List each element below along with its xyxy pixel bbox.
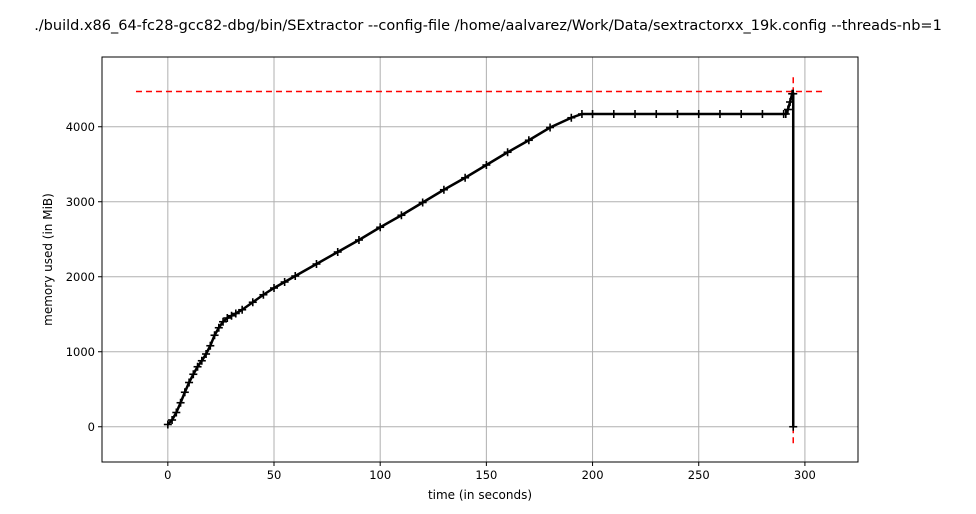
data-point bbox=[197, 356, 206, 365]
x-tick-label-100: 100 bbox=[369, 468, 391, 482]
data-point bbox=[248, 298, 257, 307]
data-point bbox=[503, 148, 512, 157]
y-tick-label-3000: 3000 bbox=[66, 195, 95, 209]
data-point bbox=[783, 105, 792, 114]
reference-lines bbox=[135, 74, 825, 444]
data-point bbox=[482, 161, 491, 169]
data-point bbox=[789, 89, 798, 98]
data-point bbox=[214, 323, 223, 332]
series-memory bbox=[163, 89, 798, 431]
data-point bbox=[673, 110, 682, 118]
data-point bbox=[238, 305, 247, 314]
data-point bbox=[524, 136, 533, 145]
data-point bbox=[609, 110, 618, 118]
data-point bbox=[219, 317, 228, 326]
data-point bbox=[270, 284, 279, 292]
data-point bbox=[210, 331, 219, 340]
chart-title: ./build.x86_64-fc28-gcc82-dbg/bin/SExtra… bbox=[34, 18, 942, 34]
x-tick-label-0: 0 bbox=[164, 468, 171, 482]
data-point bbox=[312, 260, 321, 268]
y-axis-label: memory used (in MiB) bbox=[41, 193, 55, 326]
data-point bbox=[185, 378, 194, 387]
data-point bbox=[168, 416, 177, 424]
x-tick-label-300: 300 bbox=[794, 468, 816, 482]
data-point bbox=[588, 110, 597, 118]
data-point bbox=[206, 341, 215, 350]
data-point bbox=[694, 110, 703, 118]
data-point bbox=[291, 272, 300, 280]
data-point bbox=[737, 110, 746, 118]
y-tick-label-0: 0 bbox=[88, 420, 95, 434]
data-point bbox=[786, 98, 795, 106]
data-point bbox=[259, 290, 268, 299]
series-line bbox=[166, 92, 795, 427]
data-point bbox=[715, 110, 724, 118]
data-point bbox=[163, 420, 172, 429]
data-point bbox=[180, 388, 189, 397]
data-point bbox=[781, 110, 790, 118]
data-point bbox=[546, 123, 555, 132]
data-point bbox=[631, 110, 640, 118]
data-point bbox=[439, 185, 448, 194]
data-point bbox=[567, 113, 576, 122]
data-point bbox=[223, 314, 232, 322]
y-tick-label-4000: 4000 bbox=[66, 120, 95, 134]
grid bbox=[102, 57, 858, 462]
x-tick-label-50: 50 bbox=[267, 468, 282, 482]
x-tick-label-250: 250 bbox=[688, 468, 710, 482]
data-point bbox=[397, 211, 406, 220]
data-point bbox=[176, 398, 185, 407]
data-point bbox=[461, 173, 470, 182]
x-tick-label-200: 200 bbox=[582, 468, 604, 482]
data-point bbox=[202, 350, 211, 358]
data-point bbox=[189, 370, 198, 379]
data-point bbox=[577, 110, 586, 118]
y-tick-label-2000: 2000 bbox=[66, 270, 95, 284]
plot-frame bbox=[101, 56, 859, 463]
y-tick-label-1000: 1000 bbox=[66, 345, 95, 359]
data-point bbox=[376, 223, 385, 232]
data-point bbox=[418, 198, 427, 207]
data-point bbox=[652, 110, 661, 118]
data-point bbox=[789, 422, 798, 431]
data-point bbox=[227, 311, 236, 320]
data-point bbox=[193, 362, 202, 371]
data-point bbox=[172, 408, 181, 417]
x-axis-label: time (in seconds) bbox=[428, 488, 532, 502]
data-point bbox=[280, 278, 289, 286]
x-tick-label-150: 150 bbox=[475, 468, 497, 482]
data-point bbox=[333, 248, 342, 256]
data-point bbox=[758, 110, 767, 118]
data-point bbox=[354, 236, 363, 244]
data-point bbox=[231, 309, 240, 318]
